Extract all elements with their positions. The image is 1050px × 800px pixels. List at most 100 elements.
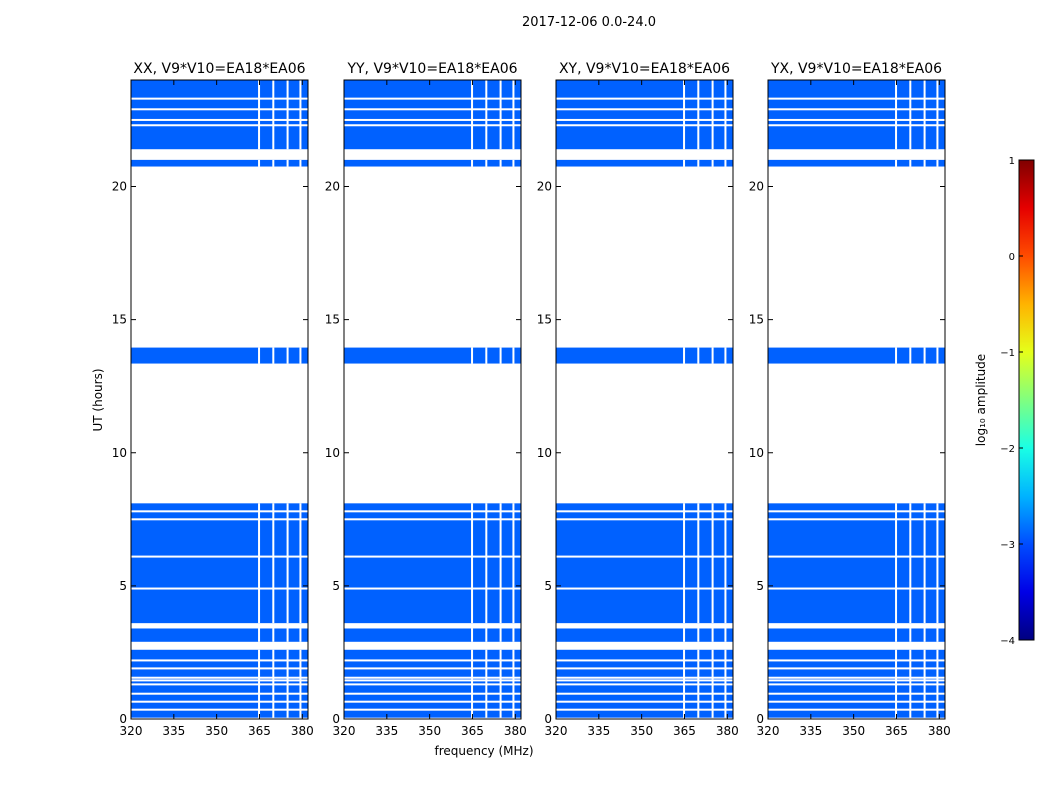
- missing-line: [344, 692, 521, 695]
- band-gap: [272, 347, 275, 364]
- band-gap: [895, 159, 898, 167]
- colorbar: −4 −3 −2 −1 0 1 log₁₀ amplitude: [974, 156, 1035, 647]
- missing-line: [131, 667, 308, 670]
- band-gap: [895, 503, 898, 624]
- missing-line: [344, 118, 521, 121]
- data-block: [131, 347, 308, 364]
- y-tick-label: 20: [537, 180, 552, 194]
- band-gap: [936, 503, 939, 624]
- y-axis-label: UT (hours): [91, 368, 105, 431]
- colorbar-tick-label: −2: [1000, 444, 1015, 455]
- band-gap: [724, 628, 727, 642]
- panel-data: [556, 80, 733, 718]
- panel-data: [344, 80, 521, 718]
- missing-line: [344, 700, 521, 703]
- panel-1: XX, V9*V10=EA18*EA06 320 335 350 365 380 0 5 10 1…: [112, 61, 314, 738]
- panel-title: YX, V9*V10=EA18*EA06: [770, 61, 942, 77]
- missing-line: [556, 708, 733, 711]
- data-block: [344, 628, 521, 642]
- missing-line: [344, 676, 521, 679]
- panel-data: [768, 80, 945, 718]
- x-tick-label: 365: [673, 724, 696, 738]
- missing-line: [131, 659, 308, 662]
- band-gap: [936, 159, 939, 167]
- y-tick-label: 15: [537, 313, 552, 327]
- band-gap: [485, 80, 488, 150]
- data-block: [556, 159, 733, 167]
- panel-frame: [555, 79, 734, 720]
- band-gap: [683, 503, 686, 624]
- missing-line: [768, 679, 945, 682]
- band-gap: [286, 159, 289, 167]
- missing-line: [131, 587, 308, 590]
- data-block: [344, 80, 521, 150]
- missing-line: [556, 555, 733, 558]
- missing-line: [768, 708, 945, 711]
- missing-line: [556, 510, 733, 513]
- missing-line: [344, 679, 521, 682]
- missing-line: [768, 659, 945, 662]
- missing-line: [131, 518, 308, 521]
- band-gap: [683, 159, 686, 167]
- y-tick-label: 15: [325, 313, 340, 327]
- missing-line: [556, 659, 733, 662]
- y-tick-label: 5: [332, 579, 340, 593]
- colorbar-tick-label: −3: [1000, 540, 1015, 551]
- missing-line: [131, 700, 308, 703]
- x-tick-label: 350: [418, 724, 441, 738]
- missing-line: [344, 659, 521, 662]
- colorbar-tick-label: −1: [1000, 348, 1015, 359]
- missing-line: [768, 97, 945, 100]
- band-gap: [711, 628, 714, 642]
- colorbar-gradient: [1018, 159, 1035, 641]
- missing-line: [768, 124, 945, 127]
- band-gap: [683, 628, 686, 642]
- band-gap: [272, 80, 275, 150]
- y-tick-label: 5: [544, 579, 552, 593]
- data-block: [131, 628, 308, 642]
- panel-title: XX, V9*V10=EA18*EA06: [133, 61, 305, 77]
- missing-line: [344, 555, 521, 558]
- y-tick-label: 10: [537, 446, 552, 460]
- band-gap: [485, 628, 488, 642]
- band-gap: [485, 347, 488, 364]
- y-tick-label: 20: [112, 180, 127, 194]
- colorbar-label: log₁₀ amplitude: [974, 354, 988, 446]
- band-gap: [909, 159, 912, 167]
- missing-line: [131, 510, 308, 513]
- band-gap: [471, 80, 474, 150]
- data-block: [131, 159, 308, 167]
- band-gap: [499, 628, 502, 642]
- band-gap: [471, 628, 474, 642]
- band-gap: [512, 628, 515, 642]
- missing-line: [768, 700, 945, 703]
- x-tick-label: 320: [545, 724, 568, 738]
- x-tick-label: 335: [162, 724, 185, 738]
- band-gap: [909, 628, 912, 642]
- colorbar-tick-label: −4: [1000, 636, 1015, 647]
- panel-frame: [767, 79, 946, 720]
- band-gap: [512, 503, 515, 624]
- y-tick-label: 0: [544, 712, 552, 726]
- y-tick-label: 15: [749, 313, 764, 327]
- band-gap: [286, 347, 289, 364]
- missing-line: [556, 667, 733, 670]
- band-gap: [299, 80, 302, 150]
- band-gap: [724, 80, 727, 150]
- y-tick-label: 10: [112, 446, 127, 460]
- data-block: [131, 80, 308, 150]
- band-gap: [299, 347, 302, 364]
- band-gap: [724, 503, 727, 624]
- band-gap: [923, 159, 926, 167]
- missing-line: [131, 708, 308, 711]
- band-gap: [697, 347, 700, 364]
- band-gap: [683, 347, 686, 364]
- missing-line: [768, 667, 945, 670]
- x-tick-label: 350: [205, 724, 228, 738]
- missing-line: [344, 667, 521, 670]
- data-block: [556, 503, 733, 624]
- band-gap: [499, 347, 502, 364]
- band-gap: [471, 159, 474, 167]
- y-tick-label: 0: [332, 712, 340, 726]
- band-gap: [936, 628, 939, 642]
